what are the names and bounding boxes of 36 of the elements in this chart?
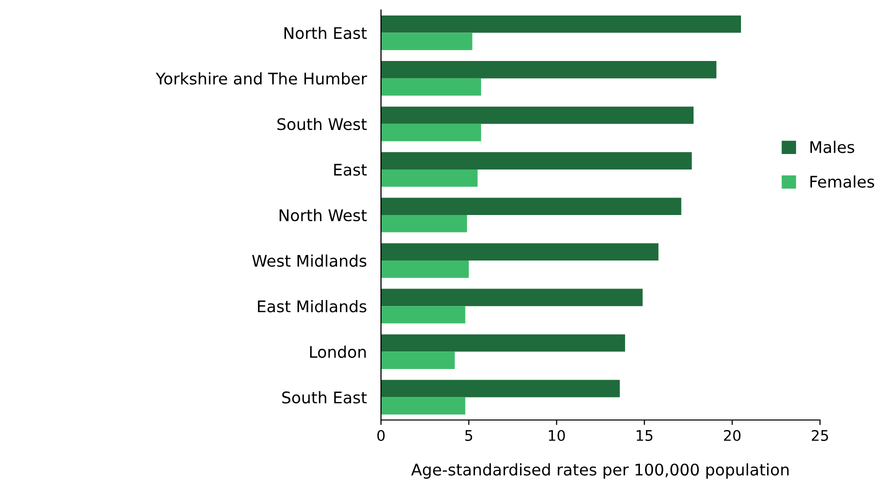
y-tick-label: South East <box>282 391 367 404</box>
x-tick-label: 15 <box>636 430 652 442</box>
legend-label: Females <box>810 175 874 188</box>
x-tick-label: 10 <box>548 430 565 442</box>
y-tick-label: South West <box>277 118 367 130</box>
y-tick-label: East Midlands <box>258 300 366 312</box>
x-tick-label: 5 <box>465 430 472 442</box>
y-tick-label: North West <box>280 208 367 222</box>
x-tick-label: 0 <box>377 430 385 442</box>
bar <box>381 306 466 324</box>
bar <box>381 334 626 352</box>
bar <box>381 15 741 33</box>
bar <box>381 397 466 415</box>
x-axis-title: Age-standardised rates per 100,000 population <box>411 463 789 479</box>
bar <box>381 288 643 306</box>
x-tick-label: 25 <box>812 430 828 442</box>
y-tick-label: London <box>310 346 366 358</box>
y-tick-label: Yorkshire and The Humber <box>156 72 368 85</box>
bar <box>381 352 455 369</box>
bar <box>381 380 620 398</box>
bar <box>381 215 468 232</box>
x-tick-label: 20 <box>724 430 741 442</box>
bar <box>381 124 482 142</box>
bar <box>381 152 692 170</box>
bar <box>381 61 716 78</box>
bar <box>381 106 694 124</box>
y-tick-label: East <box>334 164 367 176</box>
bar <box>381 243 658 261</box>
bar <box>381 78 482 96</box>
y-tick-label: North East <box>284 26 367 40</box>
bar <box>381 32 472 50</box>
y-tick-label: West Midlands <box>252 254 366 267</box>
legend-label: Males <box>810 140 854 154</box>
bar <box>381 198 682 215</box>
bar <box>381 169 478 187</box>
bar <box>381 260 469 278</box>
